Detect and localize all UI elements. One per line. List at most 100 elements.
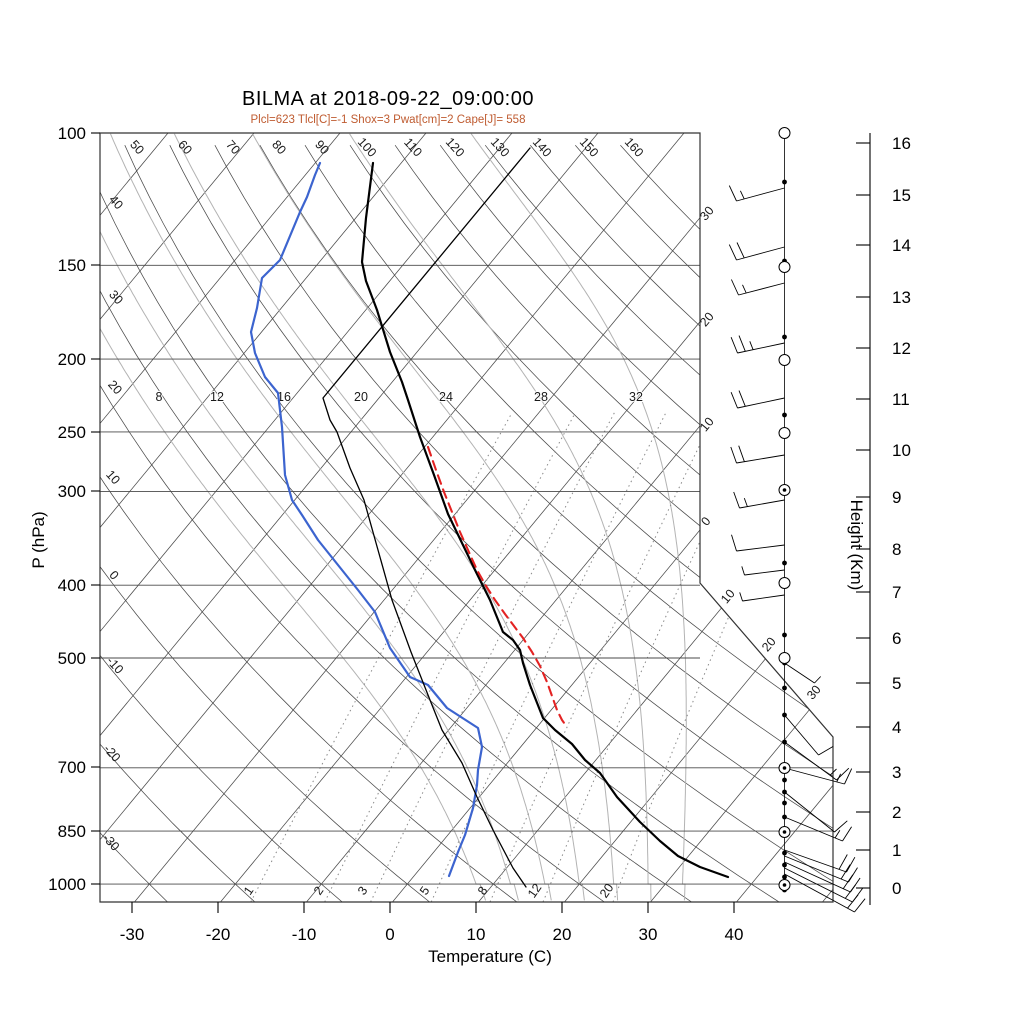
height-tick-label: 12 — [892, 339, 911, 358]
wind-level-dot — [782, 179, 787, 185]
moist-adiabat-line — [349, 133, 652, 901]
mixing-ratio-label: 3 — [355, 884, 370, 898]
x-tick-label: 10 — [467, 925, 486, 944]
pressure-tick-label: 400 — [58, 576, 86, 595]
wind-barb — [784, 714, 834, 756]
wind-barb — [728, 185, 785, 202]
pressure-tick-label: 150 — [58, 256, 86, 275]
moist-adiabat-line — [100, 133, 519, 901]
wind-level-dot — [782, 412, 787, 418]
pressure-tick-label: 500 — [58, 649, 86, 668]
moist-adiabat-label: 28 — [534, 390, 548, 404]
dry-adiabat-line — [124, 145, 833, 902]
dry-adiabat-label: 10 — [103, 467, 123, 487]
isotherm-line — [100, 133, 685, 902]
height-tick-label: 8 — [892, 540, 901, 559]
dry-adiabat-line — [530, 144, 833, 902]
mixing-ratio-label: 8 — [475, 884, 490, 898]
wind-barb — [784, 873, 866, 913]
y-left-axis-title: P (hPa) — [29, 511, 48, 568]
isotherm-label: 30 — [804, 683, 824, 703]
mixing-ratio-line — [430, 412, 667, 902]
wind-barb — [784, 767, 853, 785]
height-tick-label: 7 — [892, 583, 901, 602]
wind-barb — [728, 242, 785, 261]
wind-barb — [730, 279, 785, 296]
height-tick-label: 2 — [892, 803, 901, 822]
dry-adiabat-label: 50 — [127, 137, 147, 157]
dewpoint-curve — [249, 161, 484, 878]
isotherm-line — [100, 133, 427, 902]
isotherm-line — [392, 133, 833, 902]
dry-adiabat-line — [100, 145, 518, 902]
wind-barb — [784, 816, 852, 842]
height-tick-label: 14 — [892, 236, 911, 255]
height-tick-label: 15 — [892, 186, 911, 205]
x-tick-label: -20 — [206, 925, 231, 944]
height-tick-label: 16 — [892, 134, 911, 153]
chart-title: BILMA at 2018-09-22_09:00:00 — [242, 88, 534, 110]
dry-adiabat-label: -10 — [104, 654, 127, 677]
isotherm-line — [650, 133, 833, 902]
wind-barb — [784, 741, 850, 781]
x-tick-label: -10 — [292, 925, 317, 944]
wind-barb — [741, 566, 785, 576]
moist-adiabat-label: 20 — [354, 390, 368, 404]
wind-level-circle — [778, 354, 791, 366]
pressure-tick-label: 850 — [58, 822, 86, 841]
height-tick-label: 10 — [892, 441, 911, 460]
wind-level-circle — [778, 652, 791, 664]
wind-barb — [784, 855, 858, 883]
dry-adiabat-line — [304, 145, 833, 902]
dry-adiabat-label: 120 — [443, 135, 467, 160]
height-tick-label: 5 — [892, 674, 901, 693]
dry-adiabat-line — [100, 145, 780, 902]
wind-barb — [731, 534, 785, 552]
dry-adiabat-label: 30 — [106, 287, 126, 307]
moist-adiabat-line — [100, 133, 487, 901]
isotherm-label: 20 — [759, 635, 779, 655]
mixing-ratio-label: 1 — [241, 884, 256, 898]
isotherm-line — [100, 133, 513, 902]
dry-adiabat-label: -30 — [100, 831, 123, 854]
moist-adiabat-line — [252, 133, 619, 901]
dry-adiabat-label: -20 — [101, 742, 124, 765]
parcel-curve — [426, 445, 569, 729]
height-tick-label: 6 — [892, 629, 901, 648]
moist-adiabat-label: 8 — [156, 390, 163, 404]
dry-adiabat-label: 0 — [106, 568, 121, 583]
wind-level-dot — [782, 685, 787, 691]
pressure-tick-label: 300 — [58, 482, 86, 501]
height-tick-label: 3 — [892, 763, 901, 782]
dry-adiabat-line — [169, 145, 833, 902]
wind-level-circle — [778, 261, 791, 273]
moist-adiabat-line — [173, 133, 585, 901]
wind-barb — [739, 592, 785, 602]
dry-adiabat-line — [575, 144, 833, 902]
wind-level-dot — [782, 862, 787, 868]
dry-adiabat-label: 100 — [355, 135, 379, 160]
height-tick-label: 1 — [892, 841, 901, 860]
moist-adiabat-line — [110, 133, 552, 901]
wind-barb — [784, 662, 822, 684]
wind-barb — [784, 849, 856, 873]
mixing-ratio-line — [370, 412, 615, 902]
wind-level-dot — [782, 632, 787, 638]
isotherm-line — [100, 133, 599, 902]
moist-adiabat-label: 24 — [439, 390, 453, 404]
std_atmosphere-curve — [322, 147, 531, 888]
y-right-axis-title: Height (Km) — [847, 500, 866, 591]
mixing-ratio-line — [324, 412, 576, 902]
chart-subtitle: Plcl=623 Tlcl[C]=-1 Shox=3 Pwat[cm]=2 Ca… — [250, 114, 526, 126]
dry-adiabat-line — [100, 145, 256, 902]
wind-level-dot — [782, 334, 787, 340]
height-tick-label: 13 — [892, 288, 911, 307]
dry-adiabat-line — [100, 145, 343, 902]
dry-adiabat-label: 40 — [106, 192, 126, 212]
wind-level-dot — [782, 874, 787, 880]
height-tick-label: 4 — [892, 718, 901, 737]
wind-barb — [784, 867, 863, 903]
pressure-tick-label: 100 — [58, 124, 86, 143]
dry-adiabat-label: 140 — [530, 135, 554, 160]
